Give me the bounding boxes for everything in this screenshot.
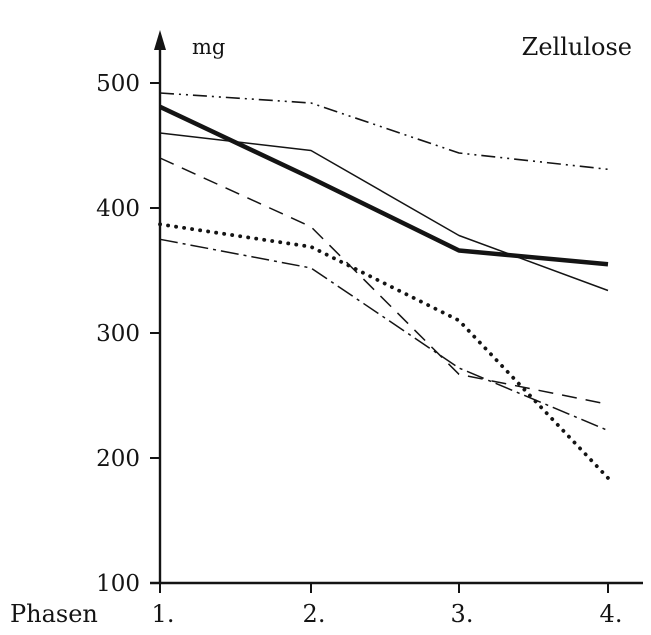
y-tick-label-100: 100	[96, 571, 140, 597]
y-axis	[154, 30, 166, 583]
x-tick-label-2: 2.	[303, 600, 326, 628]
series-line-dotted	[158, 222, 610, 480]
x-tick-label-3: 3.	[451, 600, 474, 628]
x-tick-label-4: 4.	[600, 600, 623, 628]
series-line-thin-solid	[159, 132, 609, 292]
y-tick-label-300: 300	[96, 321, 140, 347]
y-axis-unit: mg	[192, 35, 225, 59]
x-ticks: 1. 2. 3. 4.	[152, 583, 623, 628]
chart-title: Zellulose	[522, 33, 632, 61]
series-line-dash-dot	[159, 238, 609, 432]
series-layer	[158, 92, 610, 480]
y-tick-label-200: 200	[96, 446, 140, 472]
y-tick-label-400: 400	[96, 196, 140, 222]
y-axis-arrow	[154, 30, 166, 50]
y-ticks: 500 400 300 200 100	[96, 71, 160, 597]
x-tick-label-1: 1.	[152, 600, 175, 628]
series-line-dash-dot-dot	[159, 92, 609, 171]
x-axis-label: Phasen	[10, 600, 98, 628]
series-line-thick-solid	[159, 104, 609, 267]
y-tick-label-500: 500	[96, 71, 140, 97]
series-line-dashed	[159, 157, 609, 406]
